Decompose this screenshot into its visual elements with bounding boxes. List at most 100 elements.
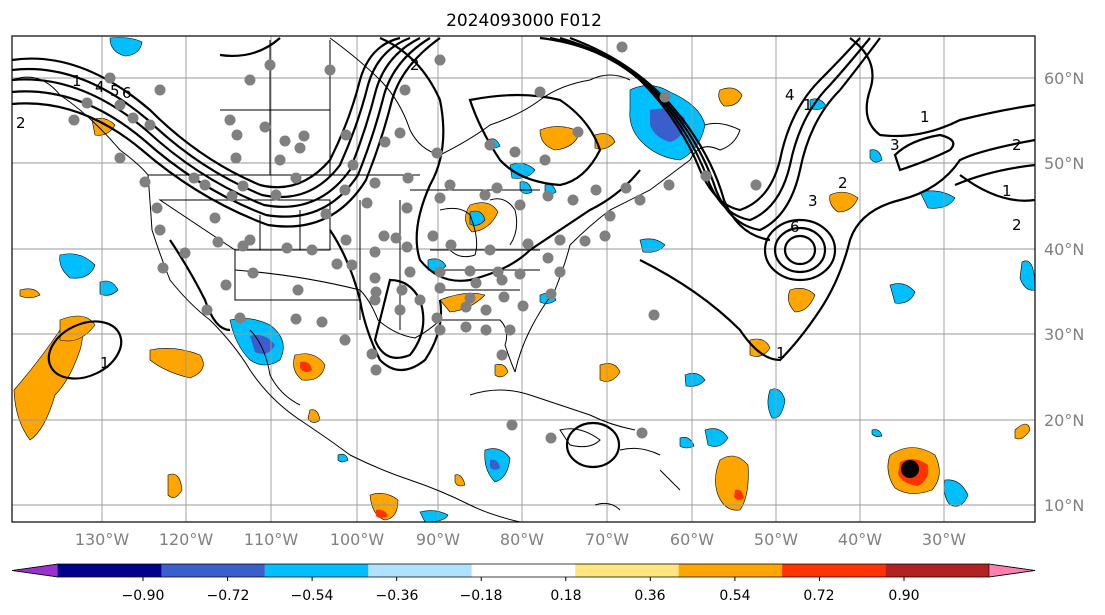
station-dot — [517, 300, 529, 312]
colorbar-segment — [264, 564, 369, 577]
station-dot — [545, 288, 557, 300]
station-dot — [445, 239, 457, 251]
station-dot — [294, 142, 306, 154]
colorbar-tick-label: 0.18 — [550, 588, 581, 604]
station-dot — [620, 182, 632, 194]
station-dot — [281, 242, 293, 254]
station-dot — [331, 258, 343, 270]
station-dot — [514, 268, 526, 280]
station-dot — [264, 59, 276, 71]
colorbar-tick-label: −0.36 — [376, 588, 419, 604]
station-dot — [579, 235, 591, 247]
station-dot — [244, 234, 256, 246]
station-dot — [750, 179, 762, 191]
station-dot — [320, 208, 332, 220]
colorbar-tick-label: 0.72 — [803, 588, 834, 604]
colorbar: −0.90 −0.72 −0.54 −0.36 −0.18 0.18 0.36 … — [11, 563, 1036, 604]
station-dot — [340, 129, 352, 141]
station-dot — [274, 154, 286, 166]
station-dot — [394, 127, 406, 139]
station-dot — [366, 348, 378, 360]
station-dot — [231, 129, 243, 141]
latitude-labels: 60°N 50°N 40°N 30°N 20°N 10°N — [1044, 69, 1084, 515]
station-dot — [212, 236, 224, 248]
station-dot — [292, 284, 304, 296]
colorbar-tick-label: −0.18 — [460, 588, 503, 604]
station-dot — [480, 324, 492, 336]
colorbar-segment — [782, 564, 886, 577]
contour-label: 1 — [1002, 182, 1012, 200]
contour-label: 1 — [100, 354, 110, 372]
station-dot — [154, 224, 166, 236]
station-dot — [270, 189, 282, 201]
station-dot — [470, 277, 482, 289]
station-dot — [434, 54, 446, 66]
station-dot — [534, 86, 546, 98]
contour-label: 2 — [16, 114, 26, 132]
station-dot — [401, 202, 413, 214]
lon-label: 30°W — [922, 530, 966, 549]
contour-label: 6 — [790, 218, 800, 236]
contour-label: 1 — [920, 108, 930, 126]
colorbar-tick-label: −0.72 — [207, 588, 250, 604]
colorbar-outline — [11, 563, 1036, 578]
station-dot — [220, 279, 232, 291]
station-dot — [361, 197, 373, 209]
station-dot — [127, 112, 139, 124]
contour-labels: 1 2 4 5 6 2 1 2 3 1 2 1 2 4 3 6 1 1 — [16, 56, 1022, 372]
lon-label: 60°W — [670, 530, 714, 549]
contour-label: 2 — [1012, 216, 1022, 234]
station-dot — [139, 176, 151, 188]
contour-label: 1 — [803, 96, 813, 114]
station-dot — [604, 210, 616, 222]
contour-label: 1 — [72, 72, 82, 90]
colorbar-tick-label: −0.90 — [122, 588, 165, 604]
station-dot — [188, 172, 200, 184]
colorbar-tick-labels: −0.90 −0.72 −0.54 −0.36 −0.18 0.18 0.36 … — [122, 588, 920, 604]
storm-center-marker — [901, 460, 919, 478]
colorbar-segment — [471, 564, 576, 577]
contour-label: 1 — [776, 344, 786, 362]
station-dot — [369, 272, 381, 284]
lon-label: 50°W — [754, 530, 798, 549]
contour-label: 5 — [110, 82, 120, 100]
contour-label: 3 — [808, 192, 818, 210]
station-dot — [484, 139, 496, 151]
station-dot — [151, 202, 163, 214]
station-dot — [554, 266, 566, 278]
station-dot — [504, 324, 516, 336]
station-dot — [369, 294, 381, 306]
contour-label: 2 — [1012, 136, 1022, 154]
station-dot — [244, 74, 256, 86]
station-dot — [700, 170, 712, 182]
station-dot — [479, 189, 491, 201]
station-dot — [396, 284, 408, 296]
station-dot — [339, 184, 351, 196]
station-dot — [399, 84, 411, 96]
station-dot — [522, 238, 534, 250]
station-dot — [369, 177, 381, 189]
station-dot — [378, 230, 390, 242]
station-dot — [539, 154, 551, 166]
lat-label: 20°N — [1044, 411, 1084, 430]
station-dot — [340, 234, 352, 246]
station-dot — [379, 136, 391, 148]
station-dot — [460, 321, 472, 333]
station-dot — [484, 244, 496, 256]
station-dot — [81, 97, 93, 109]
colorbar-segment — [885, 564, 989, 577]
station-dot — [237, 180, 249, 192]
lon-label: 100°W — [330, 530, 385, 549]
station-dot — [599, 230, 611, 242]
station-dot — [370, 286, 382, 298]
contour-label: 2 — [410, 56, 420, 74]
station-dot — [464, 292, 476, 304]
lat-label: 30°N — [1044, 325, 1084, 344]
station-dot — [226, 190, 238, 202]
station-dot — [464, 265, 476, 277]
station-dot — [104, 72, 116, 84]
map-frame — [11, 35, 1036, 523]
station-dot — [434, 266, 446, 278]
colorbar-segment — [678, 564, 783, 577]
